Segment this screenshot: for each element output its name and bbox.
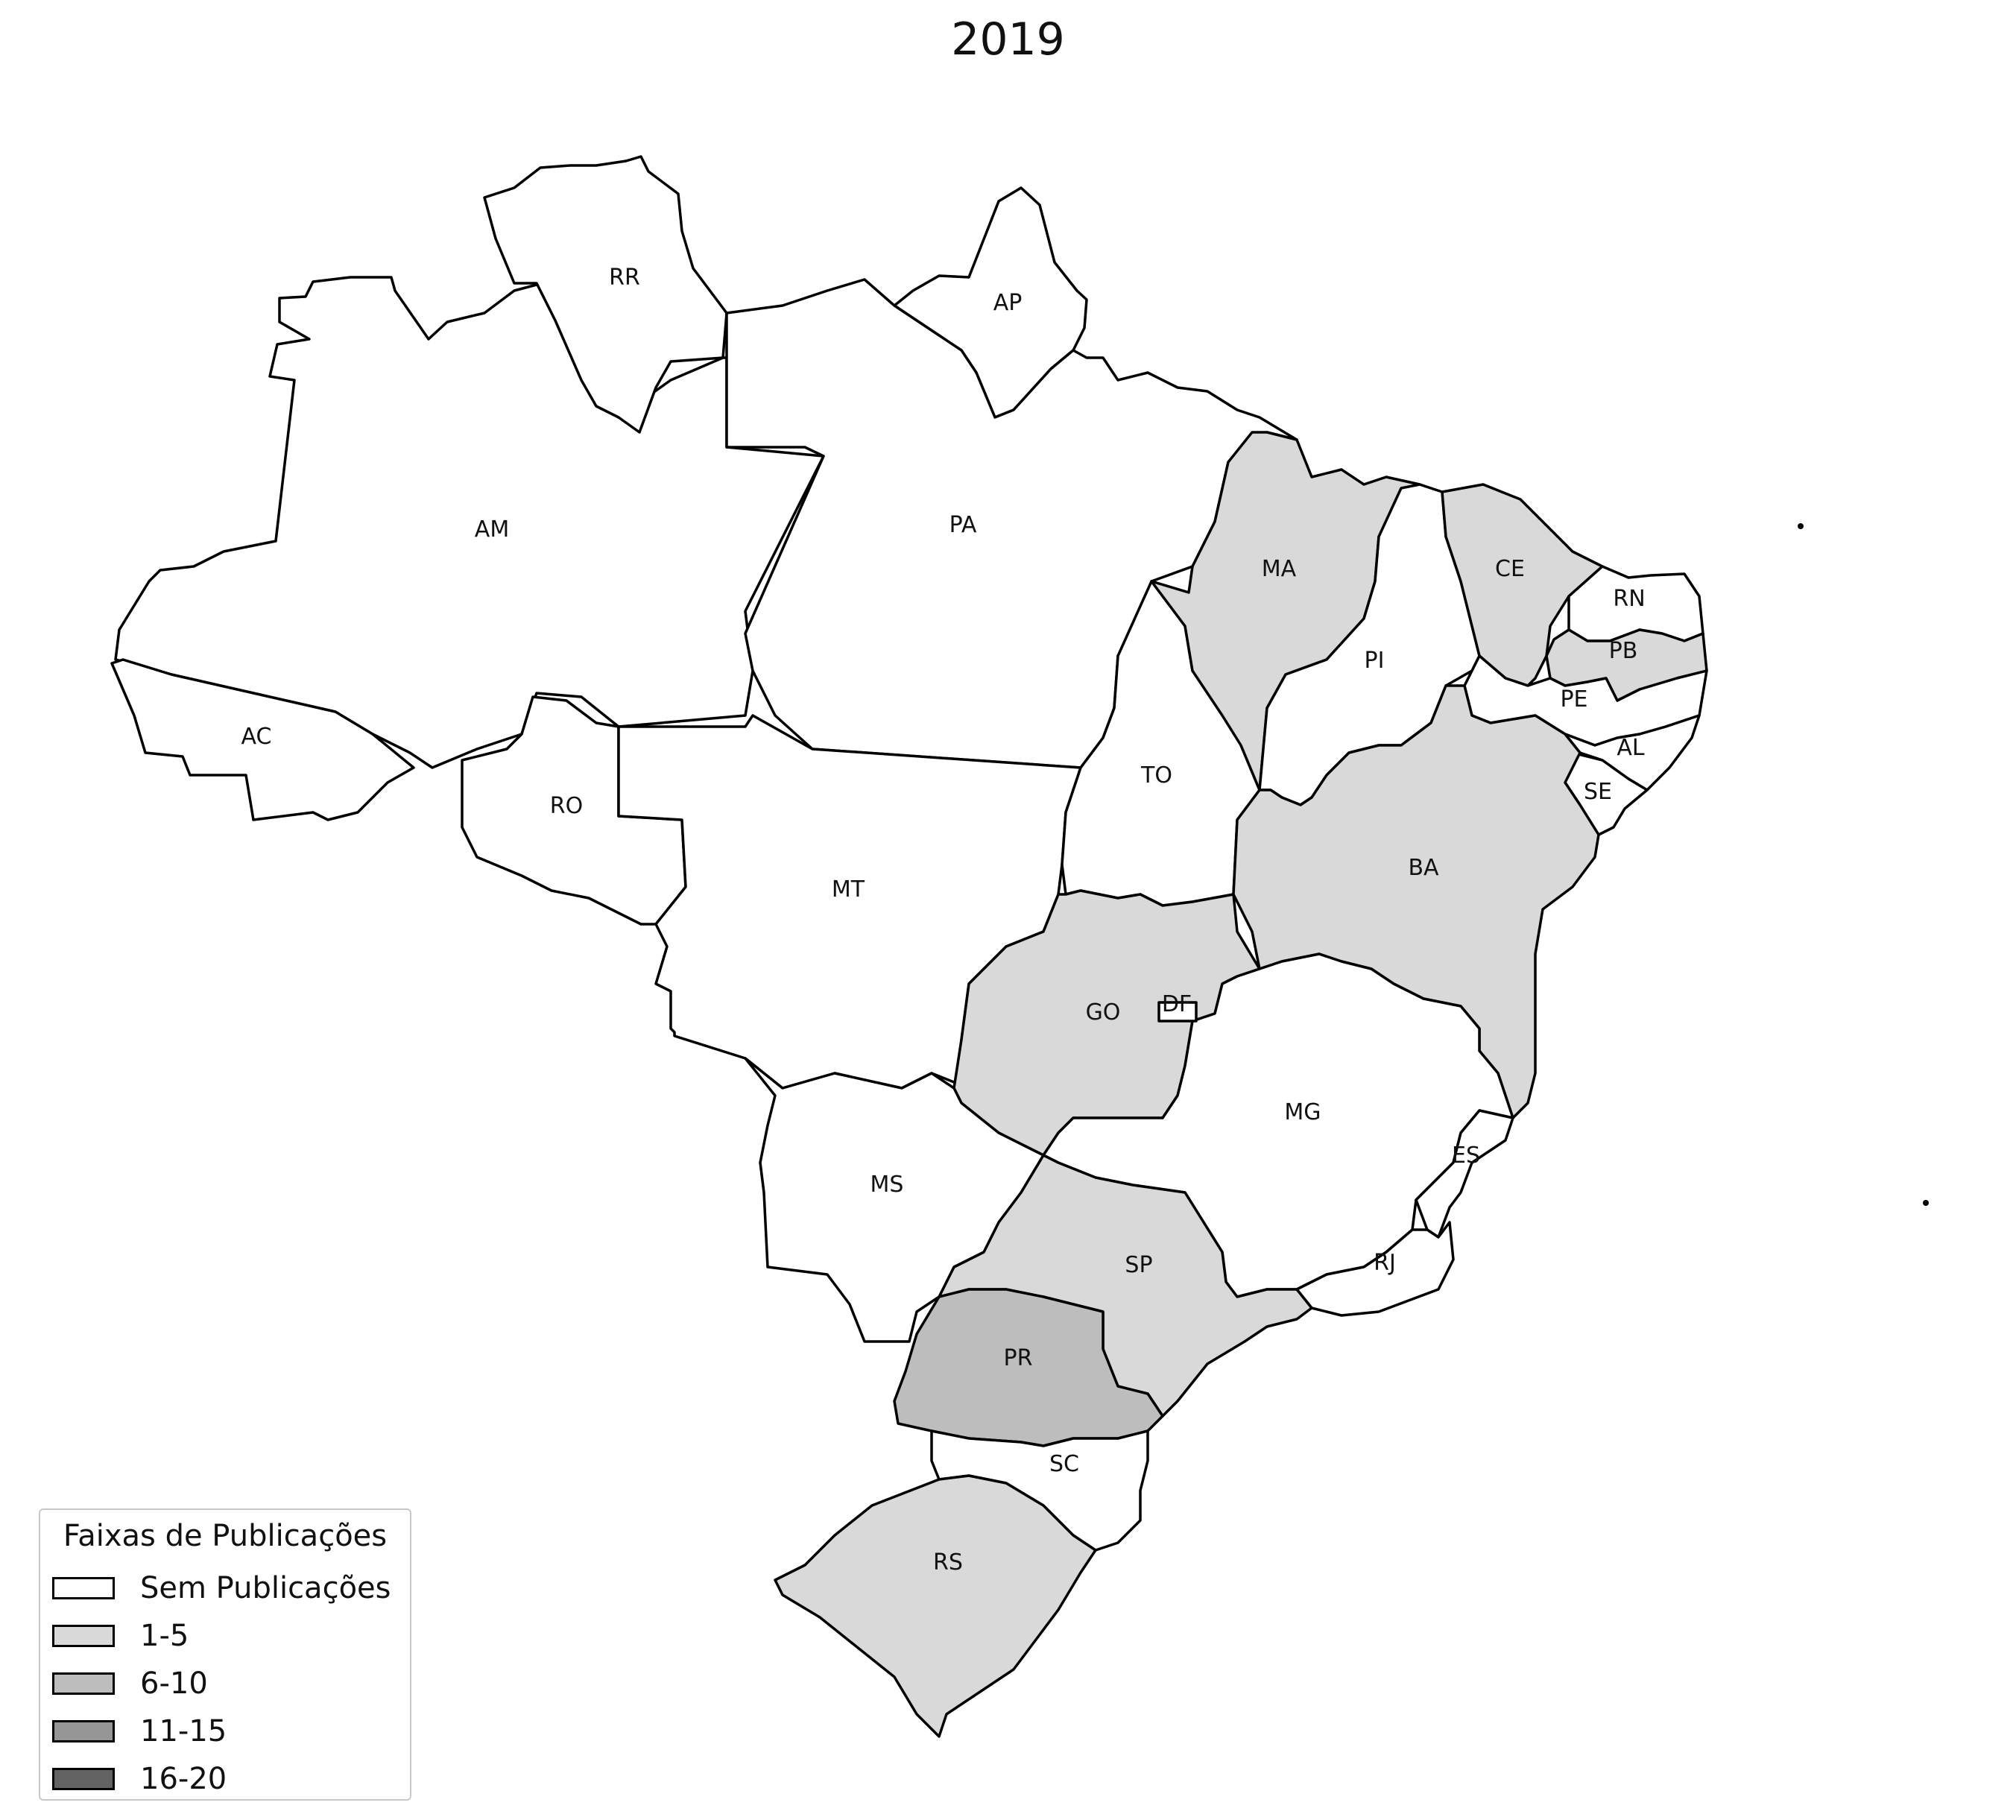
state-label-ac: AC [241,724,272,750]
state-label-rj: RJ [1374,1250,1396,1276]
state-label-am: AM [475,516,509,543]
legend-title: Faixas de Publicações [63,1519,388,1553]
legend-swatch [52,1768,115,1790]
legend-swatch [52,1625,115,1647]
state-label-mt: MT [832,876,865,903]
state-label-rr: RR [609,265,640,291]
legend-item: 16-20 [52,1762,227,1796]
legend: Faixas de Publicações Sem Publicações 1-… [39,1508,411,1801]
state-label-rs: RS [933,1549,963,1576]
legend-item: 11-15 [52,1714,227,1748]
legend-label: Sem Publicações [140,1571,391,1605]
state-label-pi: PI [1365,648,1385,674]
state-label-ro: RO [550,793,583,819]
state-label-ma: MA [1262,556,1297,582]
state-label-se: SE [1584,779,1612,805]
island-dot [1798,523,1804,529]
legend-label: 11-15 [140,1714,227,1748]
state-df [1157,1001,1198,1023]
state-ac [110,658,415,821]
legend-label: 6-10 [140,1666,208,1701]
map-title: 2019 [951,13,1065,66]
state-label-pe: PE [1560,686,1587,712]
state-label-ba: BA [1408,855,1439,881]
legend-item: 1-5 [52,1619,189,1653]
state-label-rn: RN [1613,586,1645,612]
state-label-to: TO [1140,762,1172,789]
state-label-pr: PR [1004,1345,1033,1371]
state-label-al: AL [1617,735,1645,761]
legend-label: 1-5 [140,1619,189,1653]
state-label-go: GO [1086,999,1121,1026]
legend-item: 6-10 [52,1666,208,1701]
legend-item: Sem Publicações [52,1571,391,1605]
legend-swatch [52,1672,115,1695]
island-dot [1923,1200,1929,1206]
state-label-ms: MS [870,1172,904,1198]
state-label-sp: SP [1125,1252,1152,1278]
state-ms [744,1057,1045,1343]
state-label-ap: AP [993,290,1023,316]
state-label-df: DF [1162,991,1192,1017]
state-label-mg: MG [1284,1099,1321,1125]
state-rs [774,1474,1097,1738]
state-label-es: ES [1452,1143,1480,1169]
state-label-pb: PB [1609,638,1638,664]
state-label-sc: SC [1049,1451,1079,1477]
legend-swatch [52,1720,115,1742]
state-label-ce: CE [1495,556,1525,582]
state-rr [483,155,728,434]
legend-swatch [52,1577,115,1599]
legend-label: 16-20 [140,1762,227,1796]
state-label-pa: PA [949,512,977,538]
state-rj [1295,1221,1455,1317]
state-ce [1441,483,1604,687]
